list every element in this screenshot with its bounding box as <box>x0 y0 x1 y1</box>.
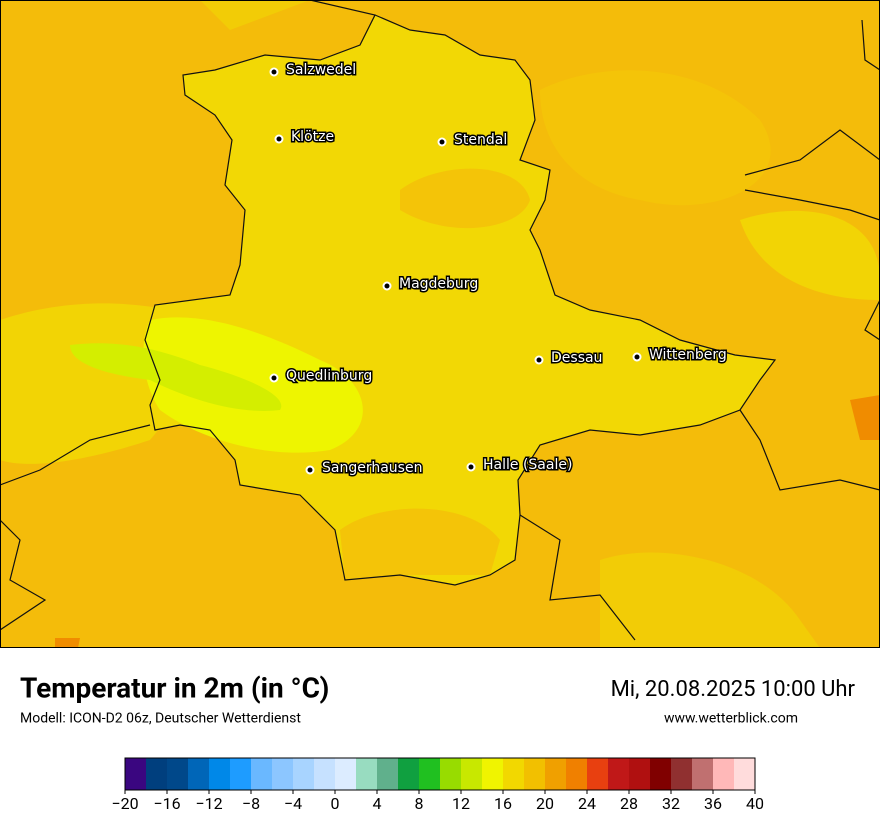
city-dot <box>632 352 642 362</box>
colorbar-segment <box>608 758 629 790</box>
colorbar-tick-label: 20 <box>536 794 554 813</box>
colorbar-tick-label: −4 <box>284 794 302 813</box>
colorbar-frame <box>124 757 756 791</box>
colorbar-tick-label: 8 <box>415 794 424 813</box>
city-label: Dessau <box>551 350 602 366</box>
city-dot <box>466 462 476 472</box>
colorbar-segment <box>146 758 167 790</box>
colorbar-tick-label: 0 <box>331 794 340 813</box>
colorbar-segment <box>188 758 209 790</box>
subtitle: Modell: ICON-D2 06z, Deutscher Wetterdie… <box>20 711 301 727</box>
colorbar-tick-label: −12 <box>195 794 222 813</box>
city-dot <box>305 465 315 475</box>
city-label: Sangerhausen <box>322 460 422 476</box>
colorbar-tick-label: 40 <box>746 794 764 813</box>
temperature-field <box>0 0 880 648</box>
colorbar-segment <box>440 758 461 790</box>
city-dot <box>269 67 279 77</box>
website: www.wetterblick.com <box>664 711 798 727</box>
colorbar-segment <box>251 758 272 790</box>
title: Temperatur in 2m (in °C) <box>20 671 329 704</box>
colorbar-segment <box>209 758 230 790</box>
city-label: Magdeburg <box>399 276 478 292</box>
colorbar-tick-label: −16 <box>153 794 180 813</box>
colorbar-segment <box>713 758 734 790</box>
colorbar-segment <box>461 758 482 790</box>
colorbar-tick-label: 24 <box>578 794 596 813</box>
colorbar: −20 −16 −12 −8 −4 0 4 8 12 16 20 24 28 32 36 40 <box>111 757 764 813</box>
city-dot <box>382 281 392 291</box>
city-label: Quedlinburg <box>286 368 372 384</box>
colorbar-tick-label: 4 <box>373 794 382 813</box>
city-label: Klötze <box>291 129 334 145</box>
colorbar-segment <box>398 758 419 790</box>
colorbar-segment <box>419 758 440 790</box>
colorbar-segment <box>566 758 587 790</box>
city-dot <box>274 134 284 144</box>
colorbar-segment <box>629 758 650 790</box>
colorbar-tick-label: 16 <box>494 794 512 813</box>
colorbar-tick-label: −20 <box>111 794 138 813</box>
colorbar-tick-label: 12 <box>452 794 470 813</box>
colorbar-tick-label: 32 <box>662 794 680 813</box>
colorbar-segment <box>524 758 545 790</box>
city-label: Wittenberg <box>649 347 727 363</box>
colorbar-segment <box>587 758 608 790</box>
colorbar-tick-label: 36 <box>704 794 722 813</box>
cities: Salzwedel Klötze Stendal Magdeburg Dessau Wit… <box>269 61 728 478</box>
colorbar-segment <box>125 758 146 790</box>
colorbar-segment <box>167 758 188 790</box>
city-dot <box>437 137 447 147</box>
colorbar-segment <box>692 758 713 790</box>
colorbar-segment <box>671 758 692 790</box>
colorbar-segment <box>545 758 566 790</box>
colorbar-segment <box>482 758 503 790</box>
city-dot <box>269 373 279 383</box>
date: Mi, 20.08.2025 10:00 Uhr <box>611 677 856 702</box>
colorbar-segment <box>503 758 524 790</box>
colorbar-tick-label: −8 <box>242 794 260 813</box>
colorbar-segment <box>272 758 293 790</box>
borders <box>0 0 880 641</box>
city-dot <box>534 355 544 365</box>
colorbar-tick-label: 28 <box>620 794 638 813</box>
colorbar-segment <box>377 758 398 790</box>
colorbar-segment <box>314 758 335 790</box>
colorbar-segment <box>230 758 251 790</box>
colorbar-segment <box>335 758 356 790</box>
colorbar-segment <box>734 758 755 790</box>
city-label: Salzwedel <box>286 62 356 78</box>
colorbar-segment <box>650 758 671 790</box>
colorbar-segment <box>356 758 377 790</box>
city-label: Stendal <box>454 132 507 148</box>
colorbar-segment <box>293 758 314 790</box>
city-label: Halle (Saale) <box>483 457 572 473</box>
